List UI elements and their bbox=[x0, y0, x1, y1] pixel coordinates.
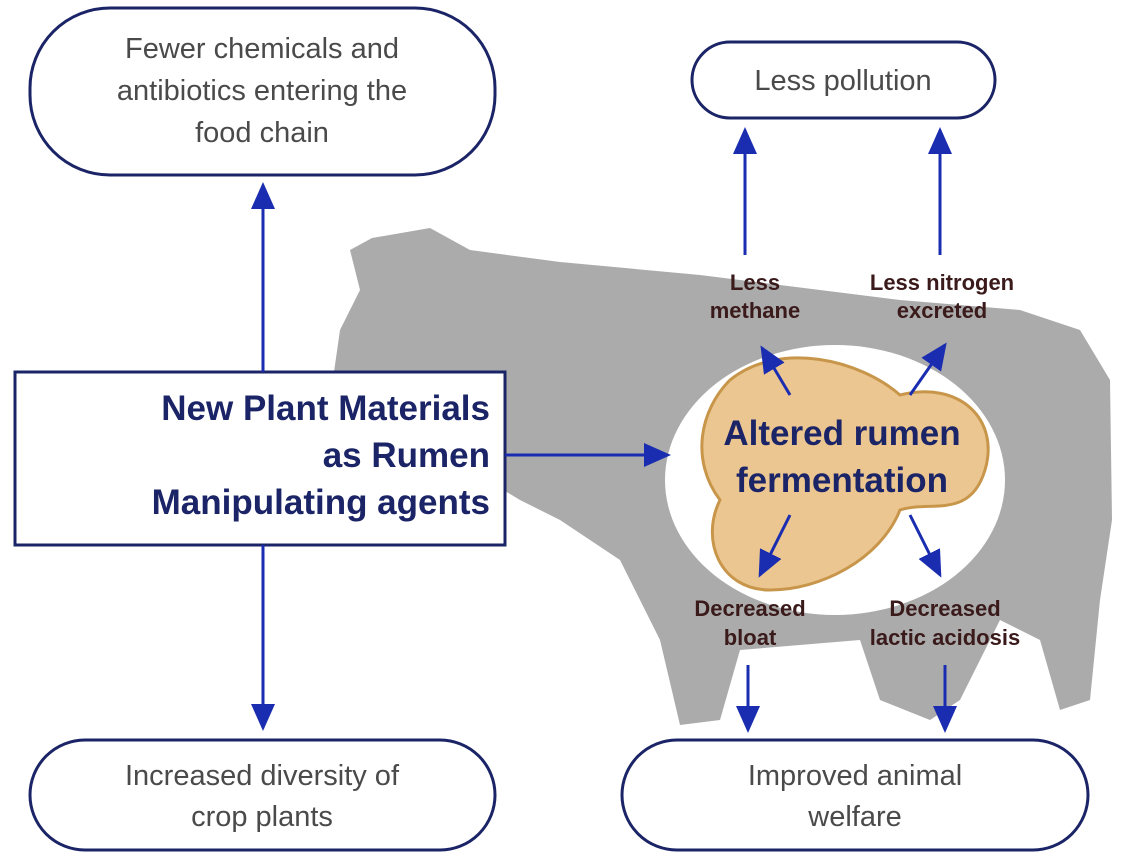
node-label: Improved animal bbox=[748, 760, 962, 792]
node-label: food chain bbox=[195, 117, 329, 149]
node-box bbox=[622, 740, 1088, 850]
node-label: lactic acidosis bbox=[870, 625, 1020, 650]
node-label: as Rumen bbox=[323, 436, 490, 475]
node-label: Less bbox=[730, 270, 780, 295]
node-label: Less nitrogen bbox=[870, 270, 1014, 295]
node-label: welfare bbox=[807, 801, 902, 833]
node-label: Manipulating agents bbox=[152, 483, 490, 522]
node-box bbox=[30, 740, 495, 850]
node-label: excreted bbox=[897, 298, 988, 323]
node-label: methane bbox=[710, 298, 800, 323]
node-label: Increased diversity of bbox=[125, 760, 400, 792]
node-label: Fewer chemicals and bbox=[125, 33, 399, 65]
node-label: Altered rumen bbox=[723, 414, 960, 453]
node-label: fermentation bbox=[736, 461, 948, 500]
node-label: Decreased bbox=[889, 596, 1000, 621]
node-label: bloat bbox=[724, 625, 777, 650]
node-label: New Plant Materials bbox=[161, 389, 490, 428]
diagram: Fewer chemicals and antibiotics entering… bbox=[0, 0, 1122, 856]
node-label: Decreased bbox=[694, 596, 805, 621]
node-label: crop plants bbox=[191, 801, 333, 833]
node-label: antibiotics entering the bbox=[117, 75, 407, 107]
node-label: Less pollution bbox=[754, 65, 931, 97]
